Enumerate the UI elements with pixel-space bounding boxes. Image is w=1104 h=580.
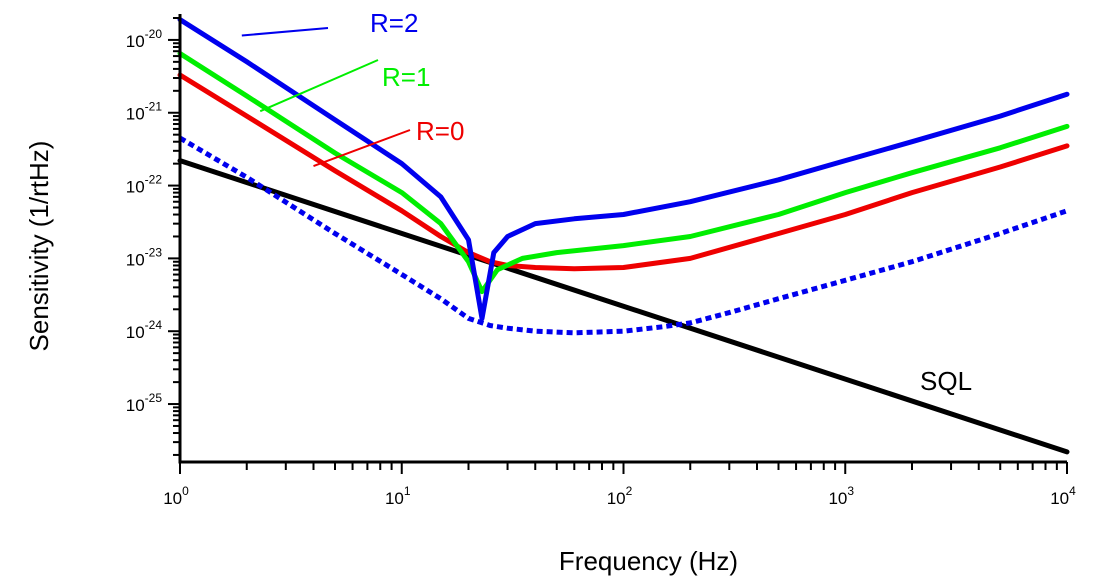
y-tick-label: 10-20 xyxy=(126,27,163,51)
series-leader-line xyxy=(241,27,329,37)
series-label: R=2 xyxy=(370,8,418,38)
y-tick-label: 10-25 xyxy=(126,391,163,415)
y-axis-title: Sensitivity (1/rtHz) xyxy=(24,141,54,352)
x-axis-title: Frequency (Hz) xyxy=(559,546,738,576)
series-line xyxy=(177,72,1070,272)
series-leader-line xyxy=(313,129,411,168)
series-label: R=0 xyxy=(416,116,464,146)
labels-layer: R=2 R=1 R=0 SQL xyxy=(241,8,972,396)
x-tick-label: 103 xyxy=(828,484,854,508)
x-tick-label: 104 xyxy=(1050,484,1076,508)
ticks-layer: 100 101 102 103 104 10-20 10-21 10-22 10-23 10-24… xyxy=(126,17,1076,508)
x-tick-label: 102 xyxy=(607,484,633,508)
y-tick-label: 10-23 xyxy=(126,245,163,269)
y-tick-label: 10-24 xyxy=(126,318,163,342)
axes-layer xyxy=(178,14,1067,464)
series-line xyxy=(177,51,1070,295)
series-leader-line xyxy=(259,59,379,113)
x-tick-label: 100 xyxy=(163,484,189,508)
series-layer xyxy=(177,17,1070,455)
x-tick-label: 101 xyxy=(385,484,411,508)
y-tick-label: 10-22 xyxy=(126,173,163,197)
series-label: SQL xyxy=(920,366,972,396)
series-line xyxy=(177,17,1070,321)
series-label: R=1 xyxy=(382,62,430,92)
y-tick-label: 10-21 xyxy=(126,100,163,124)
series-line xyxy=(178,135,1068,336)
series-line xyxy=(177,158,1070,455)
